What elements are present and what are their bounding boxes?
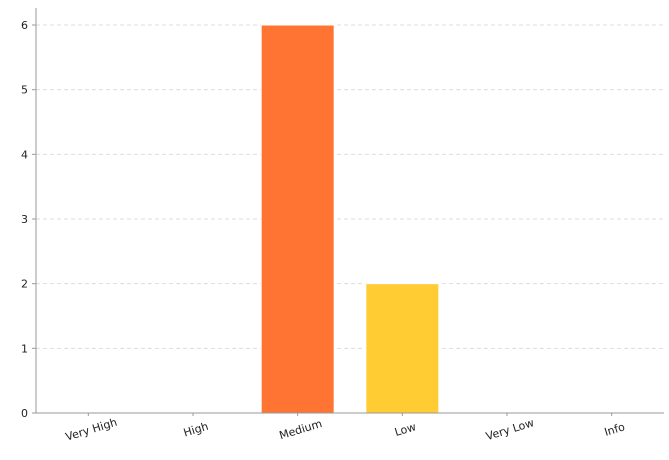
y-tick-label: 4: [21, 148, 28, 161]
y-tick-label: 2: [21, 278, 28, 291]
x-tick-labels: Very High High Medium Low Very Low Info: [64, 416, 627, 444]
x-tick-label: Very High: [64, 416, 119, 444]
y-tick-label: 0: [21, 407, 28, 420]
x-tick-label: Medium: [278, 417, 324, 442]
bar-medium: [260, 24, 335, 414]
x-tick-label: High: [182, 420, 210, 440]
bars: [260, 24, 440, 414]
axes: [32, 8, 664, 416]
y-tick-labels: 0 1 2 3 4 5 6: [21, 19, 28, 420]
y-tick-label: 6: [21, 19, 28, 32]
x-tick-label: Low: [393, 420, 418, 439]
y-tick-label: 1: [21, 342, 28, 355]
bar-low: [365, 283, 440, 414]
y-tick-label: 5: [21, 84, 28, 97]
grid-lines: [36, 24, 664, 349]
y-tick-label: 3: [21, 213, 28, 226]
x-tick-label: Info: [603, 420, 627, 439]
x-tick-label: Very Low: [484, 416, 535, 443]
